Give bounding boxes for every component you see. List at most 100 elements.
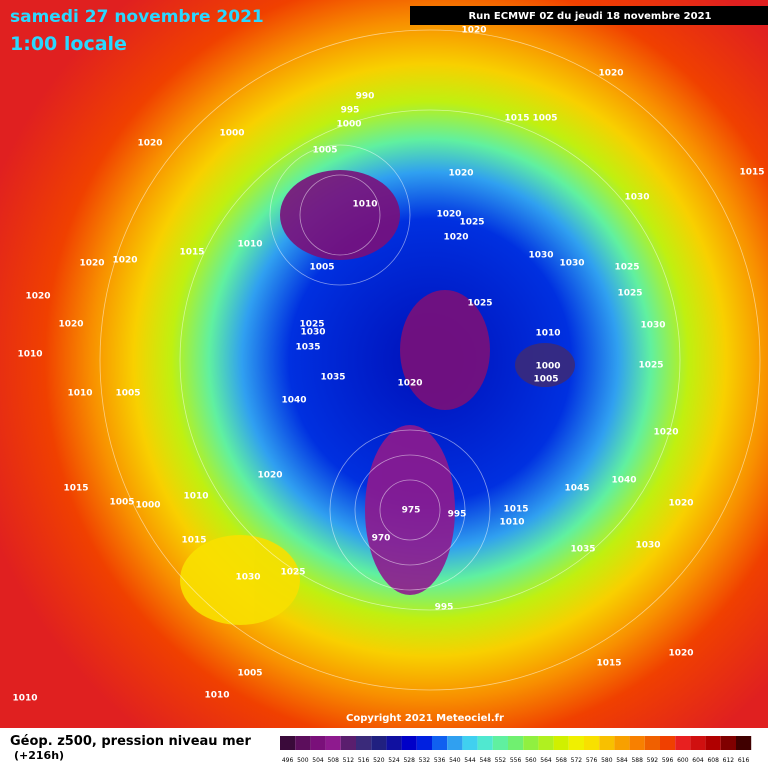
isobar-label: 1010 [204,691,229,701]
scale-swatch [705,736,721,750]
isobar-label: 1035 [320,373,345,383]
isobar-label: 1020 [137,139,162,149]
isobar-label: 1020 [448,169,473,179]
footer-lead: (+216h) [14,749,64,762]
isobar-label: 1025 [467,299,492,309]
isobar-label: 1020 [112,256,137,266]
scale-swatch [538,736,554,750]
scale-label: 524 [388,757,400,764]
isobar-label: 1030 [635,541,660,551]
isobar-label: 1005 [532,114,557,124]
isobar-label: 1030 [559,259,584,269]
scale-swatch [401,736,417,750]
isobar-label: 1005 [237,669,262,679]
isobar-label: 1015 [63,484,88,494]
isobar-label: 1000 [135,501,160,511]
isobar-label: 1020 [436,210,461,220]
scale-swatch [629,736,645,750]
date-title: samedi 27 novembre 2021 [10,7,264,27]
scale-label: 512 [343,757,355,764]
isobar-label: 1020 [58,320,83,330]
isobar-label: 995 [448,510,467,520]
copyright: Copyright 2021 Meteociel.fr [346,713,504,724]
scale-swatch [280,736,296,750]
scale-label: 556 [510,757,522,764]
isobar-label: 1020 [397,379,422,389]
isobar-label: 1005 [533,375,558,385]
isobar-label: 1000 [336,120,361,130]
scale-swatch [477,736,493,750]
isobar-label: 1030 [300,328,325,338]
scale-label: 552 [495,757,507,764]
scale-swatch [492,736,508,750]
isobar-label: 1010 [67,389,92,399]
scale-label: 544 [464,757,476,764]
scale-label: 540 [449,757,461,764]
isobar-label: 1010 [12,694,37,704]
isobar-label: 995 [341,106,360,116]
time-title: 1:00 locale [10,33,127,55]
lows [180,170,575,625]
scale-label: 588 [631,757,643,764]
run-box [410,6,768,25]
scale-label: 580 [601,757,613,764]
isobar-label: 1010 [352,200,377,210]
isobar-label: 1015 [739,168,764,178]
isobar-label: 1045 [564,484,589,494]
scale-swatch [720,736,736,750]
scale-label: 560 [525,757,537,764]
scale-swatch [568,736,584,750]
scale-swatch [371,736,387,750]
isobar-label: 1010 [535,329,560,339]
scale-swatch [432,736,448,750]
isobar-label: 1020 [257,471,282,481]
isobar-label: 995 [435,603,454,613]
isobar-label: 1020 [79,259,104,269]
isobar-label: 1020 [668,499,693,509]
isobar-label: 1040 [281,396,306,406]
scale-swatch [462,736,478,750]
isobar-label: 1030 [235,573,260,583]
isobar-label: 1025 [638,361,663,371]
scale-label: 608 [707,757,719,764]
isobar-label: 1020 [461,26,486,36]
scale-swatch [447,736,463,750]
footer-caption: Géop. z500, pression niveau mer [10,734,251,749]
scale-label: 572 [571,757,583,764]
isobar-label: 1000 [535,362,560,372]
scale-label: 616 [738,757,750,764]
scale-label: 576 [586,757,598,764]
isobar-label: 1025 [617,289,642,299]
isobar-label: 1025 [459,218,484,228]
scale-swatch [736,736,752,750]
scale-swatch [508,736,524,750]
scale-label: 516 [358,757,370,764]
isobar-label: 1015 [596,659,621,669]
scale-swatch [584,736,600,750]
scale-label: 536 [434,757,446,764]
isobar-label: 1005 [115,389,140,399]
isobar-label: 1020 [598,69,623,79]
isobar-label: 1015 [181,536,206,546]
scale-label: 528 [403,757,415,764]
scale-label: 600 [677,757,689,764]
isobar-label: 1005 [109,498,134,508]
scale-swatch [675,736,691,750]
scale-swatch [614,736,630,750]
isobar-label: 1040 [611,476,636,486]
scale-swatch [295,736,311,750]
isobar-label: 1015 [504,114,529,124]
isobar-label: 1015 [179,248,204,258]
isobar-label: 1030 [640,321,665,331]
isobar-label: 1005 [312,146,337,156]
isobar-label: 1000 [219,129,244,139]
isobar-label: 1020 [443,233,468,243]
isobar-label: 1025 [280,568,305,578]
scale-label: 520 [373,757,385,764]
scale-swatch [340,736,356,750]
scale-swatch [386,736,402,750]
isobar-label: 1010 [499,518,524,528]
scale-label: 496 [282,757,294,764]
